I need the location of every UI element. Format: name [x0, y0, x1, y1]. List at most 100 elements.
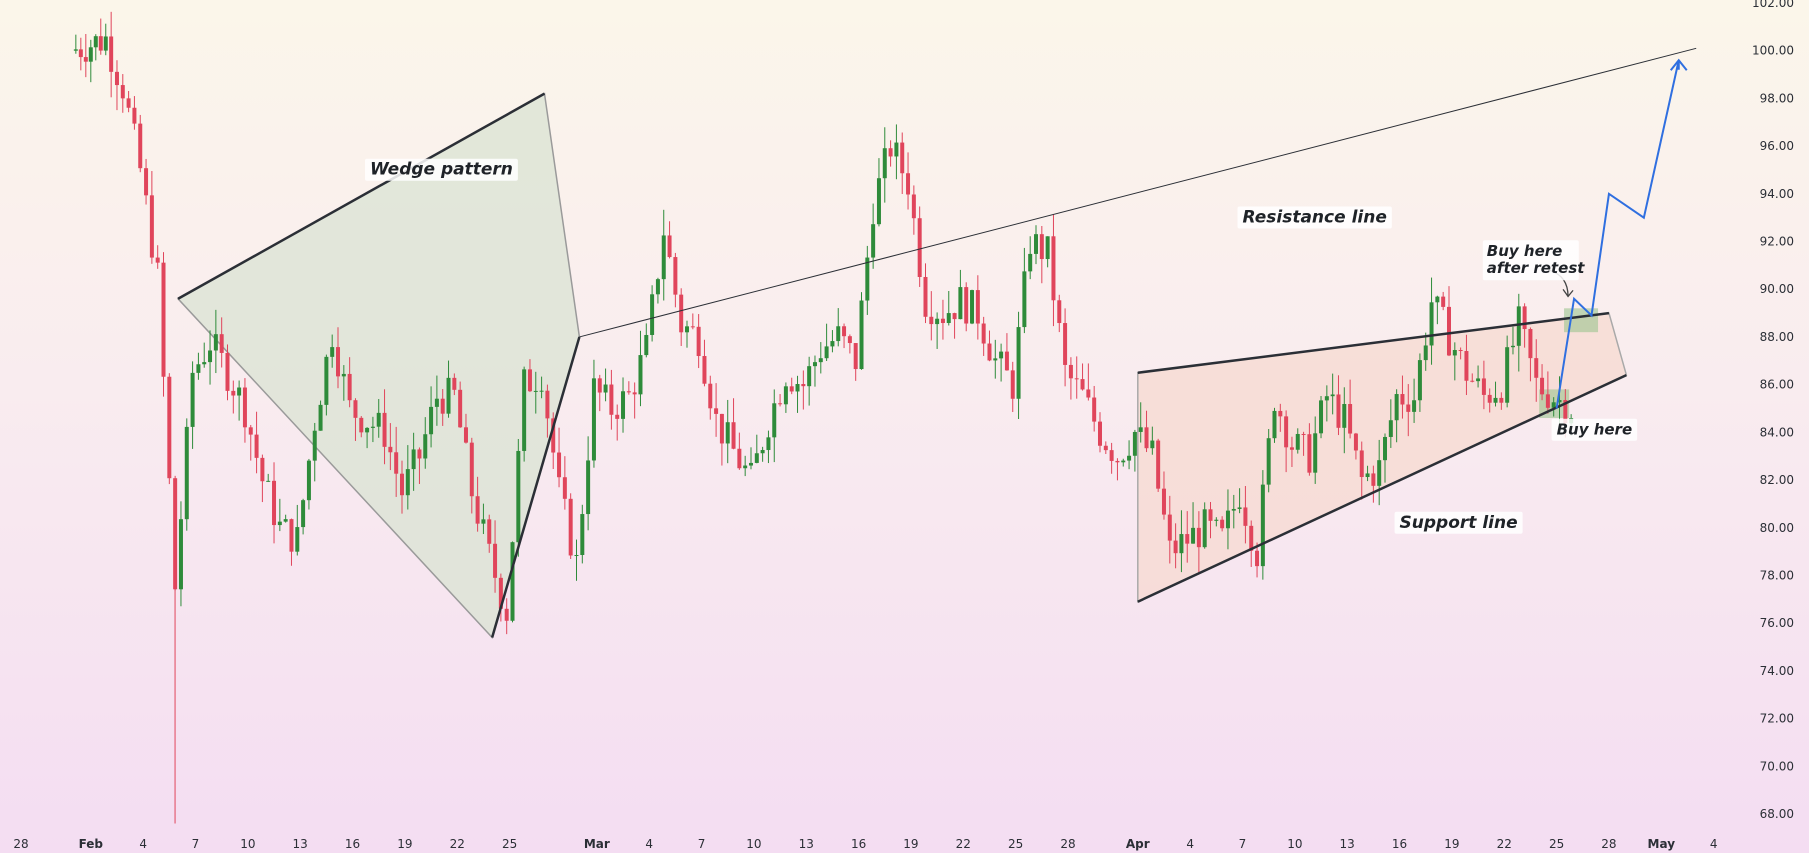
candle-body: [853, 343, 858, 370]
candle-body: [1412, 400, 1417, 412]
candle-body: [1179, 534, 1184, 554]
candle-body: [1388, 420, 1393, 437]
candle-body: [737, 448, 742, 469]
annotation-label: Buy here: [1551, 418, 1638, 441]
candle-body: [906, 173, 911, 195]
y-tick-label: 72.00: [1760, 712, 1794, 726]
candle-body: [359, 417, 364, 433]
channel-top-line: [1137, 311, 1610, 374]
y-tick-label: 88.00: [1760, 330, 1794, 344]
candle-body: [1220, 519, 1225, 529]
channel-area: [1137, 312, 1628, 603]
candle-body: [673, 257, 678, 295]
candle-body: [178, 519, 183, 590]
annotation-bg: [1482, 240, 1579, 281]
candle-body: [1545, 394, 1550, 408]
candle-body: [1208, 509, 1213, 521]
candle-body: [149, 195, 154, 258]
candle-body: [650, 294, 655, 335]
candle-body: [516, 450, 521, 543]
candle-body: [1383, 436, 1388, 461]
candle-body: [423, 434, 428, 459]
x-tick-label: 10: [240, 837, 255, 851]
candle-body: [527, 369, 532, 392]
candle-body: [370, 426, 375, 428]
candle-body: [690, 326, 695, 328]
candle-body: [411, 449, 416, 470]
candle-body: [1400, 394, 1405, 405]
y-tick-label: 78.00: [1760, 568, 1794, 582]
candle-body: [1103, 445, 1108, 451]
candle-body: [138, 123, 143, 169]
candle-body: [1051, 236, 1056, 301]
candle-body: [213, 334, 218, 351]
candle-body: [1214, 519, 1219, 521]
candle-body: [184, 426, 189, 520]
candle-body: [1429, 302, 1434, 346]
candle-body: [1016, 327, 1021, 399]
candle-body: [1127, 455, 1132, 461]
candle-body: [533, 390, 538, 392]
candle-body: [202, 362, 207, 365]
x-tick-label: 4: [1186, 837, 1194, 851]
x-tick-label: 25: [1008, 837, 1023, 851]
candle-body: [946, 313, 951, 324]
x-axis: 28 Feb 4 7 10 13 16 19 22 25 Mar 4 7 10 13 16 19 22 25 28 Ap…: [13, 837, 1717, 851]
candle-body: [789, 386, 794, 392]
candle-body: [452, 377, 457, 390]
candle-body: [708, 383, 713, 409]
candle-body: [539, 390, 544, 392]
candle-body: [458, 389, 463, 428]
candle-body: [1039, 234, 1044, 260]
y-tick-label: 90.00: [1760, 282, 1794, 296]
candle-body: [1092, 397, 1097, 422]
candle-body: [353, 400, 358, 418]
candle-body: [1121, 460, 1126, 463]
candle-body: [940, 318, 945, 324]
candle-body: [330, 347, 335, 357]
x-tick-label: May: [1648, 837, 1676, 851]
candle-body: [382, 412, 387, 447]
candle-body: [1161, 488, 1166, 515]
candle-body: [923, 276, 928, 317]
candle-body: [760, 450, 765, 454]
y-tick-label: 98.00: [1760, 91, 1794, 105]
candle-body: [1394, 394, 1399, 421]
x-tick-label: 4: [139, 837, 147, 851]
candle-body: [469, 442, 474, 497]
candle-body: [661, 235, 666, 280]
candle-body: [842, 326, 847, 337]
x-tick-label: 4: [645, 837, 653, 851]
candle-body: [818, 358, 823, 363]
candle-body: [283, 519, 288, 522]
candle-body: [1191, 527, 1196, 544]
candle-body: [405, 469, 410, 496]
candle-body: [1371, 473, 1376, 486]
candle-body: [679, 294, 684, 333]
candle-body: [836, 326, 841, 342]
x-tick-label: Feb: [79, 837, 104, 851]
candle-body: [993, 358, 998, 361]
x-tick-label: 22: [956, 837, 971, 851]
y-tick-label: 80.00: [1760, 521, 1794, 535]
candle-body: [783, 386, 788, 405]
candle-body: [301, 500, 306, 528]
candle-body: [719, 413, 724, 444]
candle-body: [1132, 431, 1137, 456]
candle-body: [626, 391, 631, 393]
candle-body: [1476, 378, 1481, 382]
candle-body: [1353, 433, 1358, 451]
candle-body: [446, 377, 451, 414]
candle-body: [696, 326, 701, 357]
candle-body: [306, 460, 311, 501]
y-tick-label: 94.00: [1760, 187, 1794, 201]
candle-body: [1284, 416, 1289, 448]
candle-body: [795, 384, 800, 392]
wedge-upper-line: [177, 92, 546, 300]
candle-body: [952, 313, 957, 320]
candle-body: [312, 430, 317, 461]
candle-body: [609, 384, 614, 415]
candle-body: [161, 262, 166, 377]
